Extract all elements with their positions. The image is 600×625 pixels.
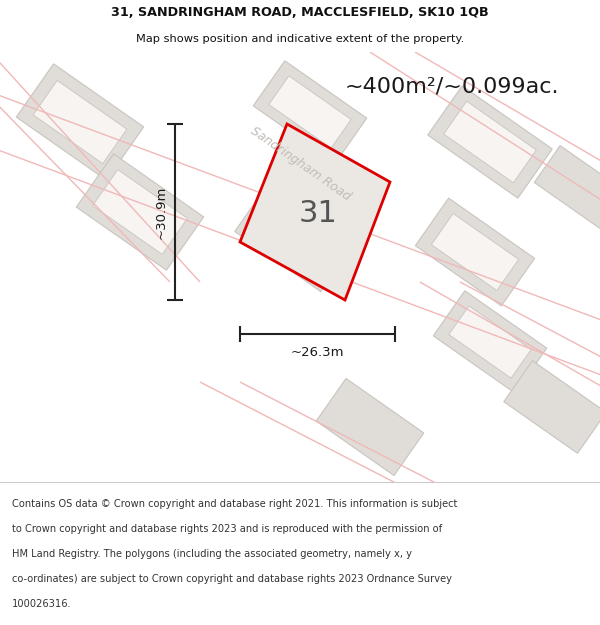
Polygon shape [535, 146, 600, 228]
Polygon shape [415, 198, 535, 306]
Text: ~30.9m: ~30.9m [155, 185, 167, 239]
Text: ~26.3m: ~26.3m [291, 346, 344, 359]
Polygon shape [269, 76, 351, 148]
Text: 31: 31 [299, 199, 337, 229]
Polygon shape [428, 86, 552, 198]
Polygon shape [235, 182, 355, 292]
Text: 100026316.: 100026316. [12, 599, 71, 609]
Polygon shape [251, 198, 339, 276]
Polygon shape [240, 124, 390, 300]
Polygon shape [33, 81, 127, 164]
Text: 31, SANDRINGHAM ROAD, MACCLESFIELD, SK10 1QB: 31, SANDRINGHAM ROAD, MACCLESFIELD, SK10… [111, 6, 489, 19]
Polygon shape [449, 306, 531, 378]
Text: to Crown copyright and database rights 2023 and is reproduced with the permissio: to Crown copyright and database rights 2… [12, 524, 442, 534]
Text: co-ordinates) are subject to Crown copyright and database rights 2023 Ordnance S: co-ordinates) are subject to Crown copyr… [12, 574, 452, 584]
Polygon shape [431, 214, 518, 291]
Polygon shape [16, 64, 143, 180]
Text: Sandringham Road: Sandringham Road [248, 124, 352, 204]
Text: ~400m²/~0.099ac.: ~400m²/~0.099ac. [345, 77, 560, 97]
Polygon shape [92, 169, 187, 254]
Text: Map shows position and indicative extent of the property.: Map shows position and indicative extent… [136, 34, 464, 44]
Polygon shape [433, 291, 547, 393]
Polygon shape [76, 154, 203, 270]
Polygon shape [504, 361, 600, 453]
Text: HM Land Registry. The polygons (including the associated geometry, namely x, y: HM Land Registry. The polygons (includin… [12, 549, 412, 559]
Text: Contains OS data © Crown copyright and database right 2021. This information is : Contains OS data © Crown copyright and d… [12, 499, 457, 509]
Polygon shape [444, 101, 536, 182]
Polygon shape [253, 61, 367, 163]
Polygon shape [316, 379, 424, 476]
